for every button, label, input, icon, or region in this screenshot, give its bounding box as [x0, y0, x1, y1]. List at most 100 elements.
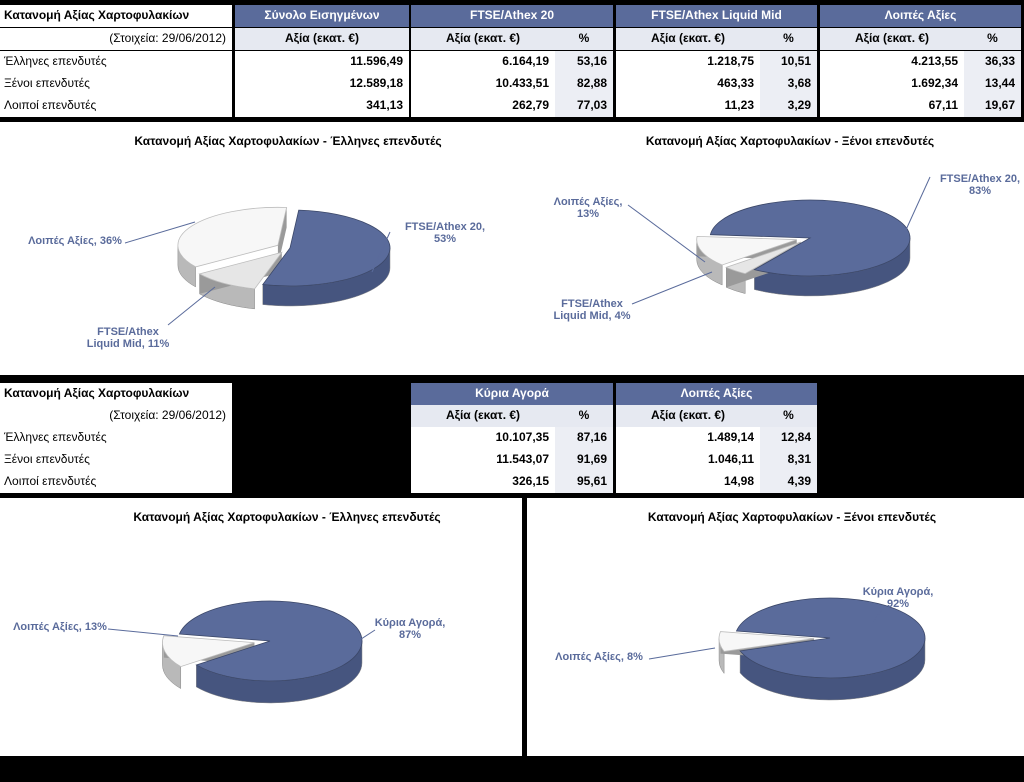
leader-line [107, 628, 179, 637]
pie-slice-1 [709, 199, 911, 277]
table-cell: 463,33 [616, 73, 760, 95]
table-cell: 11.596,49 [235, 51, 409, 73]
table-cell: 3,68 [760, 73, 817, 95]
slice-label: FTSE/Athex 20, 83% [940, 173, 1020, 197]
table-cell: 53,16 [555, 51, 613, 73]
row-label: Έλληνες επενδυτές [0, 427, 232, 449]
slice-label: Κύρια Αγορά, 92% [863, 586, 934, 610]
table-cell: 1.218,75 [616, 51, 760, 73]
subheader-pct: % [760, 405, 817, 427]
table-cell: 11,23 [616, 95, 760, 117]
table-cell: 6.164,19 [411, 51, 555, 73]
table-cell: 12.589,18 [235, 73, 409, 95]
pie-slice-2 [162, 635, 255, 668]
leader-line [871, 605, 886, 624]
leader-line [354, 629, 376, 644]
table-date: (Στοιχεία: 29/06/2012) [0, 405, 232, 427]
pie-slice-2 [198, 251, 283, 290]
slice-label: Λοιπές Αξίες, 36% [28, 235, 122, 247]
table-cell: 11.543,07 [411, 449, 555, 471]
leader-line [167, 286, 216, 326]
pie-chart-foreign: FTSE/Athex 20, 83% FTSE/Athex Liquid Mid, 4… [554, 173, 1021, 322]
table-title: Κατανομή Αξίας Χαρτοφυλακίων [0, 383, 232, 405]
pie-slice-3 [696, 235, 797, 266]
pie-slice-3 [177, 206, 288, 268]
subheader-value: Αξία (εκατ. €) [616, 28, 760, 50]
chart-title: Κατανομή Αξίας Χαρτοφυλακίων - Έλληνες ε… [133, 510, 440, 524]
table-cell: 262,79 [411, 95, 555, 117]
table-cell: 3,29 [760, 95, 817, 117]
row-label: Ξένοι επενδυτές [0, 449, 232, 471]
header-liquid-mid: FTSE/Athex Liquid Mid [616, 5, 817, 27]
table-cell: 12,84 [760, 427, 817, 449]
slice-label: Κύρια Αγορά, 87% [375, 617, 446, 641]
table-cell: 77,03 [555, 95, 613, 117]
table-cell: 1.489,14 [616, 427, 760, 449]
header-main-market: Κύρια Αγορά [411, 383, 613, 405]
table-cell: 67,11 [820, 95, 964, 117]
chart-title: Κατανομή Αξίας Χαρτοφυλακίων - Ξένοι επε… [648, 510, 936, 524]
table-cell: 10,51 [760, 51, 817, 73]
chart-panel-bottom-right: Κατανομή Αξίας Χαρτοφυλακίων - Ξένοι επε… [527, 498, 1024, 756]
leader-line [371, 231, 391, 273]
slice-label: Λοιπές Αξίες, 13% [554, 196, 623, 220]
table-cell: 1.046,11 [616, 449, 760, 471]
chart-svg-bottom-right: Κατανομή Αξίας Χαρτοφυλακίων - Ξένοι επε… [555, 510, 936, 701]
row-label: Λοιποί επενδυτές [0, 471, 232, 493]
leader-line [124, 221, 196, 244]
subheader-value: Αξία (εκατ. €) [820, 28, 964, 50]
pie-slice-wall [277, 207, 287, 266]
chart-panel-bottom-left: Κατανομή Αξίας Χαρτοφυλακίων - Έλληνες ε… [0, 498, 522, 756]
table-cell: 87,16 [555, 427, 613, 449]
pie-slice-1 [735, 597, 926, 679]
table-cell: 91,69 [555, 449, 613, 471]
subheader-pct: % [964, 28, 1021, 50]
chart-title: Κατανομή Αξίας Χαρτοφυλακίων - Ξένοι επε… [646, 134, 934, 148]
table-title: Κατανομή Αξίας Χαρτοφυλακίων [0, 5, 232, 27]
slice-label: FTSE/Athex Liquid Mid, 4% [554, 298, 631, 322]
header-total: Σύνολο Εισηγμένων [235, 5, 409, 27]
table-cell: 14,98 [616, 471, 760, 493]
table-cell: 82,88 [555, 73, 613, 95]
table-cell: 4.213,55 [820, 51, 964, 73]
table-cell: 326,15 [411, 471, 555, 493]
table-cell: 341,13 [235, 95, 409, 117]
slice-label: FTSE/Athex 20, 53% [405, 221, 485, 245]
row-label: Λοιποί επενδυτές [0, 95, 232, 117]
pie-slice-2 [725, 241, 802, 275]
pie-chart-foreign-market: Κύρια Αγορά, 92% Λοιπές Αξίες, 8% [555, 586, 934, 701]
subheader-pct: % [555, 405, 613, 427]
subheader-value: Αξία (εκατ. €) [411, 28, 555, 50]
chart-panel-top: Κατανομή Αξίας Χαρτοφυλακίων - Έλληνες ε… [0, 122, 1024, 375]
header-other: Λοιπές Αξίες [616, 383, 817, 405]
pie-slice-1 [262, 209, 391, 287]
pie-chart-greek-market: Κύρια Αγορά, 87% Λοιπές Αξίες, 13% [13, 600, 446, 704]
slice-label: Λοιπές Αξίες, 8% [555, 651, 643, 663]
subheader-pct: % [760, 28, 817, 50]
table-cell: 10.107,35 [411, 427, 555, 449]
header-other: Λοιπές Αξίες [820, 5, 1021, 27]
header-ftse20: FTSE/Athex 20 [411, 5, 613, 27]
subheader-pct: % [555, 28, 613, 50]
subheader-value: Αξία (εκατ. €) [411, 405, 555, 427]
chart-svg-top: Κατανομή Αξίας Χαρτοφυλακίων - Έλληνες ε… [28, 134, 1021, 350]
pie-slice-1 [178, 600, 363, 682]
row-label: Ξένοι επενδυτές [0, 73, 232, 95]
subheader-value: Αξία (εκατ. €) [616, 405, 760, 427]
table-cell: 10.433,51 [411, 73, 555, 95]
leader-line [627, 204, 706, 263]
table-cell: 1.692,34 [820, 73, 964, 95]
subheader-value: Αξία (εκατ. €) [235, 28, 409, 50]
leader-line [904, 176, 931, 233]
pie-chart-greek: FTSE/Athex 20, 53% FTSE/Athex Liquid Mid, 1… [28, 206, 485, 350]
pie-slice-2 [718, 631, 815, 652]
table-cell: 13,44 [964, 73, 1021, 95]
table-cell: 19,67 [964, 95, 1021, 117]
table-cell: 8,31 [760, 449, 817, 471]
table-date: (Στοιχεία: 29/06/2012) [0, 28, 232, 50]
table-cell: 4,39 [760, 471, 817, 493]
chart-svg-bottom-left: Κατανομή Αξίας Χαρτοφυλακίων - Έλληνες ε… [13, 510, 446, 704]
leader-line [631, 271, 713, 305]
slice-label: FTSE/Athex Liquid Mid, 11% [87, 326, 170, 350]
table-cell: 95,61 [555, 471, 613, 493]
